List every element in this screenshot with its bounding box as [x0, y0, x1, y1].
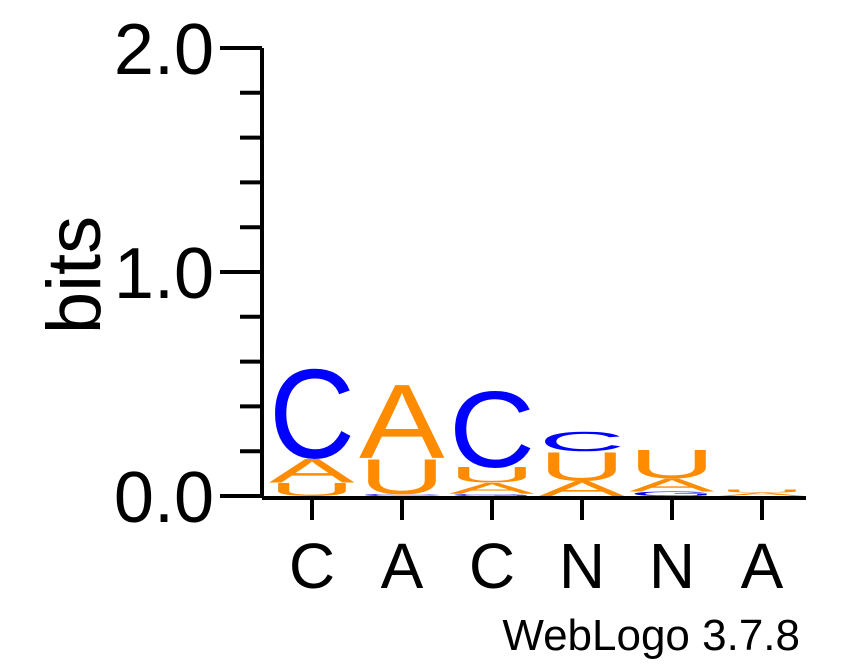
y-tick-label: 2.0 [114, 10, 214, 90]
logo-letter-c: C [539, 426, 625, 457]
x-tick-label: N [559, 530, 605, 602]
x-tick-label: A [381, 530, 424, 602]
logo-letter-u: U [449, 463, 535, 487]
logo-letter-g: G [449, 493, 535, 497]
logo-column: AU [719, 488, 805, 497]
logo-letter-c: C [269, 343, 355, 486]
logo-column: CUA [359, 363, 445, 505]
weblogo-version-label: WebLogo 3.7.8 [502, 611, 800, 660]
logo-letter-c: C [359, 493, 445, 496]
logo-letter-a: A [719, 492, 805, 497]
logo-column: GAU [629, 442, 715, 498]
x-ticks [310, 498, 764, 520]
logo-letter-u: U [539, 444, 625, 489]
axes: 0.0 1.0 2.0 bits [32, 10, 806, 538]
x-tick-label: C [289, 530, 335, 602]
logo-letter-u: U [269, 479, 355, 500]
logo-letter-u: U [719, 488, 805, 493]
logo-column: UAC [269, 343, 355, 500]
logo-column: AUC [539, 426, 625, 500]
logo-letter-a: A [359, 363, 445, 481]
logo-letter-a: A [449, 480, 535, 497]
logo-letter-g: G [629, 490, 715, 497]
logo-letter-u: U [629, 442, 715, 487]
y-ticks [220, 46, 262, 498]
logo-letter-u: U [359, 449, 445, 505]
logo-letter-a: A [269, 452, 355, 490]
y-tick-label: 0.0 [114, 458, 214, 538]
y-tick-label: 1.0 [114, 234, 214, 314]
logo-letter-a: A [539, 476, 625, 500]
x-tick-label: C [469, 530, 515, 602]
x-tick-label: N [649, 530, 695, 602]
y-tick-labels: 0.0 1.0 2.0 [114, 10, 214, 538]
logo-letter-c: C [449, 370, 535, 491]
x-tick-label: A [741, 530, 784, 602]
y-axis-label: bits [32, 216, 117, 334]
logo-letter-a: A [629, 475, 715, 496]
